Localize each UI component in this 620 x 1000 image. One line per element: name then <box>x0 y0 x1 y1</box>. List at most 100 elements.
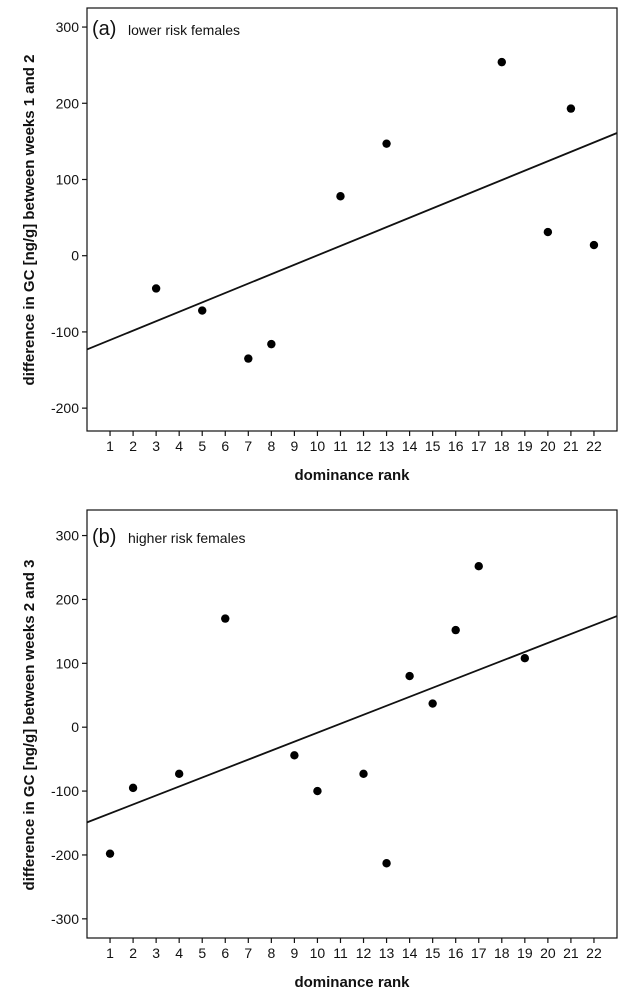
data-point <box>267 339 276 349</box>
data-point <box>290 751 299 760</box>
x-tick-label: 17 <box>471 945 487 961</box>
x-tick-label: 14 <box>402 438 418 454</box>
data-points-b <box>105 562 530 868</box>
panel-label-b: (b) <box>92 526 116 548</box>
x-tick-label: 21 <box>563 945 579 961</box>
x-tick-label: 4 <box>175 945 183 961</box>
data-point <box>198 306 207 315</box>
regression-line-a <box>86 132 618 351</box>
regression-line-b <box>86 615 618 824</box>
fit-line <box>86 615 618 824</box>
x-tick-label: 13 <box>379 945 395 961</box>
data-point <box>336 192 345 201</box>
x-tick-label: 22 <box>586 438 602 454</box>
panel-a: (a) lower risk females dominance rank di… <box>21 7 618 484</box>
x-axis-label-b: dominance rank <box>294 974 410 991</box>
x-tick-label: 2 <box>129 438 137 454</box>
x-tick-label: 20 <box>540 945 556 961</box>
plot-frame-a <box>86 7 618 432</box>
x-tick-label: 5 <box>198 945 206 961</box>
data-point <box>589 240 599 250</box>
panel-title-b: higher risk females <box>128 530 246 546</box>
x-tick-label: 1 <box>106 438 114 454</box>
x-tick-label: 18 <box>494 945 510 961</box>
y-axis-ticks-a: 300 200 100 0 -100 -200 <box>51 19 87 416</box>
x-tick-label: 8 <box>267 438 275 454</box>
data-point <box>566 104 576 113</box>
data-point <box>128 783 138 793</box>
y-tick-label: -300 <box>51 911 79 927</box>
x-tick-label: 9 <box>290 438 298 454</box>
x-tick-label: 22 <box>586 945 602 961</box>
y-axis-label-a: difference in GC [ng/g] between weeks 1 … <box>21 55 38 386</box>
panel-b: (b) higher risk females dominance rank d… <box>21 509 618 991</box>
y-tick-label: 0 <box>71 719 79 735</box>
x-tick-label: 12 <box>356 438 372 454</box>
x-axis-ticks-a: 1 2 3 4 5 6 7 8 9 10 11 12 13 14 15 16 17 18 19 20 21 22 <box>106 431 602 454</box>
panel-title-a: lower risk females <box>128 22 240 38</box>
y-tick-label: 200 <box>56 95 80 111</box>
y-tick-label: 0 <box>71 248 79 264</box>
x-tick-label: 21 <box>563 438 579 454</box>
data-point <box>382 859 391 868</box>
x-tick-label: 2 <box>129 945 137 961</box>
x-tick-label: 7 <box>244 438 252 454</box>
y-tick-label: 200 <box>56 591 80 607</box>
x-tick-label: 14 <box>402 945 418 961</box>
x-tick-label: 5 <box>198 438 206 454</box>
x-tick-label: 11 <box>333 945 348 961</box>
x-tick-label: 8 <box>267 945 275 961</box>
y-tick-label: -200 <box>51 847 79 863</box>
data-point <box>151 284 161 293</box>
x-tick-label: 19 <box>517 945 533 961</box>
x-tick-label: 18 <box>494 438 510 454</box>
x-tick-label: 20 <box>540 438 556 454</box>
data-point <box>497 57 506 67</box>
x-tick-label: 6 <box>221 438 229 454</box>
panel-label-a: (a) <box>92 18 116 40</box>
x-tick-label: 11 <box>333 438 348 454</box>
y-tick-label: 300 <box>56 19 80 35</box>
data-point <box>451 625 460 635</box>
x-axis-label-a: dominance rank <box>294 467 410 484</box>
x-tick-label: 1 <box>106 945 114 961</box>
y-tick-label: 100 <box>56 655 80 671</box>
data-point <box>174 769 184 779</box>
y-tick-label: 100 <box>56 171 80 187</box>
x-tick-label: 7 <box>244 945 252 961</box>
data-points-a <box>151 57 599 363</box>
data-point <box>313 786 322 796</box>
x-tick-label: 13 <box>379 438 395 454</box>
x-tick-label: 10 <box>310 438 326 454</box>
plot-frame-b <box>86 509 618 939</box>
y-tick-label: -100 <box>51 783 79 799</box>
x-tick-label: 6 <box>221 945 229 961</box>
x-tick-label: 10 <box>310 945 326 961</box>
data-point <box>244 354 253 363</box>
data-point <box>105 849 115 858</box>
data-point <box>405 671 414 681</box>
data-point <box>474 562 483 571</box>
y-tick-label: 300 <box>56 528 80 544</box>
data-point <box>543 227 553 237</box>
x-tick-label: 15 <box>425 945 441 961</box>
y-axis-label-b: difference in GC [ng/g] between weeks 2 … <box>21 560 38 891</box>
data-point <box>520 654 530 663</box>
x-tick-label: 16 <box>448 945 464 961</box>
x-tick-label: 9 <box>290 945 298 961</box>
data-point <box>221 614 230 623</box>
x-tick-label: 17 <box>471 438 487 454</box>
data-point <box>382 139 391 148</box>
x-tick-label: 12 <box>356 945 372 961</box>
y-axis-ticks-b: 300 200 100 0 -100 -200 -300 <box>51 528 87 927</box>
x-axis-ticks-b: 1 2 3 4 5 6 7 8 9 10 11 12 13 14 15 16 17 18 19 20 21 22 <box>106 938 602 961</box>
y-tick-label: -200 <box>51 400 79 416</box>
x-tick-label: 3 <box>152 945 160 961</box>
data-point <box>428 699 437 708</box>
x-tick-label: 15 <box>425 438 441 454</box>
x-tick-label: 19 <box>517 438 533 454</box>
data-point <box>359 769 368 779</box>
fit-line <box>86 132 618 351</box>
